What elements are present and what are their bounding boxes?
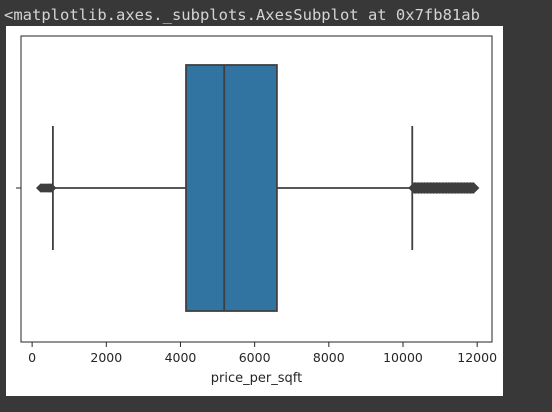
x-tick-label: 12000 (457, 350, 497, 365)
x-axis-label: price_per_sqft (211, 371, 302, 386)
x-tick-label: 10000 (383, 350, 423, 365)
chart-figure: 0 2000 4000 6000 8000 10000 12000 price_per_sqf… (6, 26, 503, 396)
iqr-box (185, 64, 278, 312)
outlier-point (47, 183, 57, 193)
x-tick-label: 0 (28, 350, 36, 365)
x-tick-label: 8000 (313, 350, 345, 365)
x-tick-label: 4000 (165, 350, 197, 365)
axes-frame (20, 35, 493, 343)
x-tick-label: 2000 (90, 350, 122, 365)
x-tick-label: 6000 (239, 350, 271, 365)
box-plot: 0 2000 4000 6000 8000 10000 12000 price_per_sqf… (16, 35, 497, 386)
outlier-point (467, 182, 480, 194)
output-repr-text: <matplotlib.axes._subplots.AxesSubplot a… (4, 6, 480, 24)
